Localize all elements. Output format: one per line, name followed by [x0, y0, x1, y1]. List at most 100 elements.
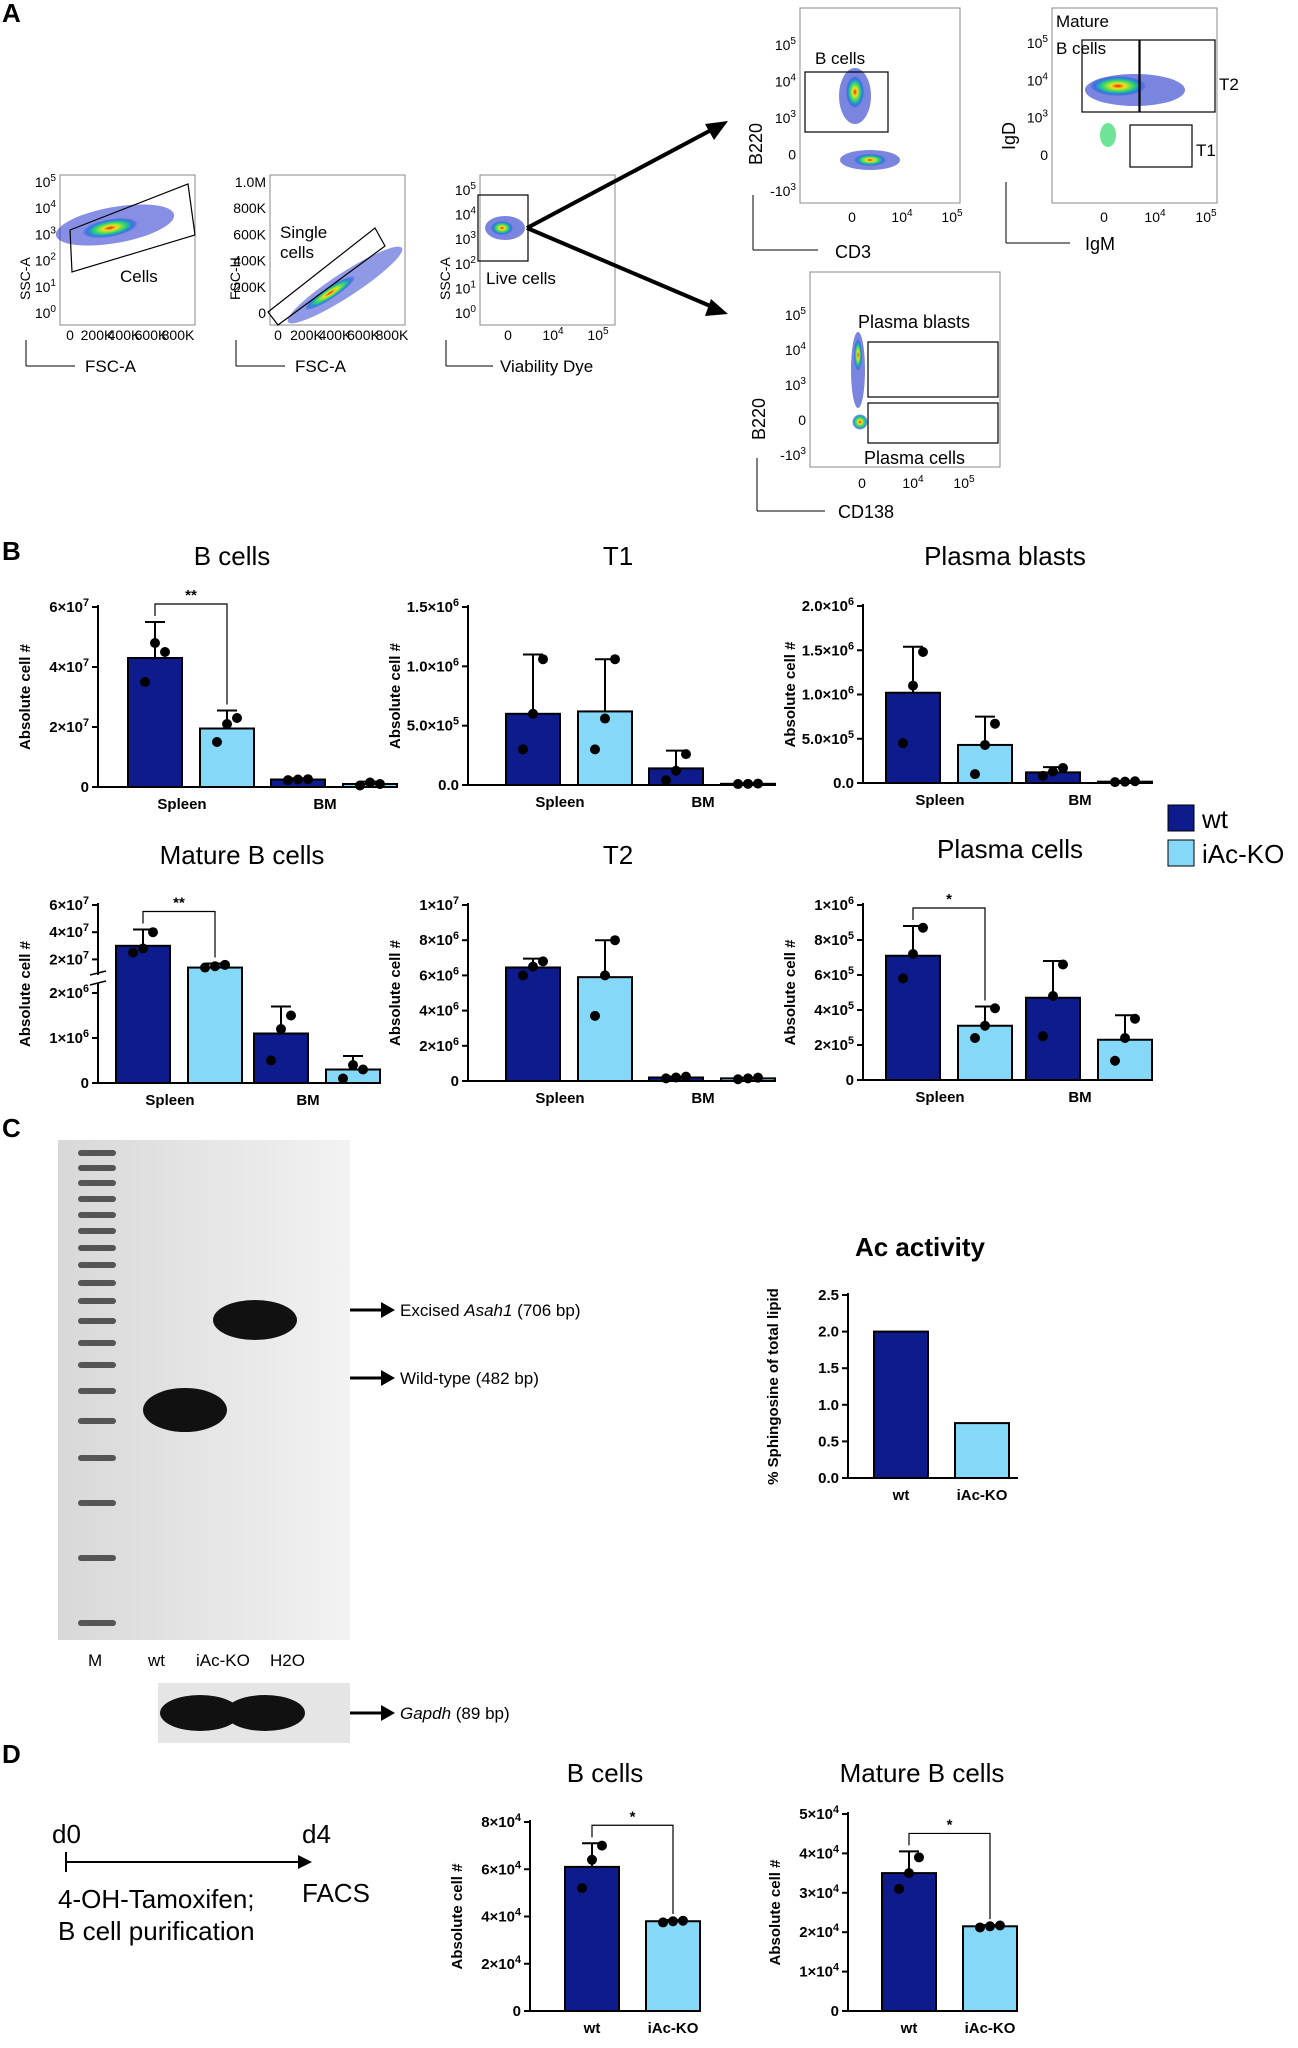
y-tick-label: 6×107 — [49, 597, 89, 616]
gel-lane-h2o: H2O — [270, 1651, 305, 1670]
chart-title: T1 — [603, 541, 633, 571]
y-tick-label: 5.0×105 — [802, 729, 854, 748]
panel-label-c: C — [2, 1113, 21, 1143]
y-axis-label: Absolute cell # — [387, 642, 404, 749]
y-axis-label: Absolute cell # — [782, 939, 799, 1046]
data-point — [610, 654, 620, 665]
flow2-xlabel: FSC-A — [295, 357, 347, 376]
gel-band-wt — [143, 1388, 227, 1432]
flow2-yticks: 1.0M 800K 600K 400K 200K 0 — [233, 174, 266, 321]
data-point — [1110, 777, 1120, 788]
flow4-xticks: 0 104 105 — [848, 208, 963, 225]
ladder-band — [78, 1455, 116, 1461]
chart-title: Mature B cells — [840, 1758, 1005, 1788]
significance-bracket — [142, 910, 216, 958]
flow-tick-label: 0 — [788, 147, 796, 163]
ladder-band — [78, 1388, 116, 1394]
flow-tick-label: 0 — [66, 327, 74, 343]
flow5-yticks: 105 104 103 0 — [1027, 34, 1049, 163]
flow-tick-label: 105 — [775, 36, 797, 53]
flow1-yticks: 105 104 103 102 101 100 — [35, 173, 57, 321]
flow5-ylabel: IgD — [999, 122, 1019, 150]
data-point — [150, 638, 160, 648]
x-category-label: wt — [583, 2020, 601, 2037]
y-tick-label: 0.0 — [833, 775, 854, 792]
bar-wt — [127, 657, 183, 788]
flow-tick-label: 103 — [1027, 109, 1049, 126]
data-point — [212, 737, 222, 747]
band-label-wildtype: Wild-type (482 bp) — [400, 1369, 539, 1388]
gapdh-band-ko — [225, 1695, 305, 1731]
chart-title: B cells — [194, 541, 271, 571]
flow-tick-label: 800K — [233, 200, 266, 216]
flow1-ylabel: SSC-A — [17, 257, 33, 300]
data-point — [914, 1852, 924, 1863]
flow3-xticks: 0 104 105 — [504, 326, 609, 343]
flow-tick-label: 102 — [35, 252, 57, 269]
flow-plot-live-cells: Live cells SSC-A Viability Dye 105 104 103… — [437, 174, 616, 376]
chart-title: T2 — [603, 840, 633, 870]
data-point — [733, 1074, 743, 1085]
chart-title: Plasma blasts — [924, 541, 1086, 571]
data-point — [600, 713, 610, 724]
x-category-label: BM — [296, 1092, 319, 1109]
flow-tick-label: 200K — [81, 327, 114, 343]
flow-tick-label: 105 — [587, 326, 609, 343]
data-point — [518, 970, 528, 981]
bar-wt — [881, 1872, 937, 2012]
y-tick-label: 0.5 — [818, 1433, 839, 1450]
gel-lane-m: M — [88, 1651, 102, 1670]
chart-dmb: Mature B cells 0 1×104 2×104 3×104 4×104 5×104… — [767, 1758, 1018, 2037]
x-category-label: Spleen — [535, 1090, 584, 1107]
flow-tick-label: 0 — [1040, 147, 1048, 163]
chart-pc: Plasma cells 0 2×105 4×105 6×105 8×105 1×106 Ab… — [782, 834, 1153, 1106]
data-point — [293, 774, 303, 785]
data-point — [918, 922, 928, 933]
ladder-band — [78, 1340, 116, 1346]
flow5-xlabel: IgM — [1085, 234, 1115, 254]
flow-tick-label: 102 — [455, 255, 477, 272]
y-tick-label: 0 — [81, 779, 89, 796]
x-category-label: Spleen — [145, 1092, 194, 1109]
timeline-purification: B cell purification — [58, 1916, 255, 1946]
bar-ko — [957, 743, 1013, 785]
significance-label: * — [947, 1816, 953, 1833]
y-tick-label: 1×106 — [814, 895, 854, 914]
flow-plot-b-cells: B cells B220 CD3 105 104 103 0 -103 0 104 105 — [746, 7, 963, 262]
significance-bracket — [908, 1832, 991, 1920]
flow-tick-label: 105 — [1027, 34, 1049, 51]
y-tick-label: 6×105 — [814, 965, 854, 984]
chart-b: B cells 0 2×107 4×107 6×107 Absolute cell # Sp… — [17, 541, 398, 813]
flow-plot-plasma: Plasma blasts Plasma cells B220 CD138 10… — [749, 271, 1001, 522]
y-tick-label: 2×106 — [419, 1036, 459, 1055]
data-point — [985, 1921, 995, 1932]
y-tick-label: 0 — [451, 1073, 459, 1090]
data-point — [266, 1055, 276, 1066]
y-tick-label: 8×106 — [419, 930, 459, 949]
y-tick-label: 1.5 — [818, 1360, 839, 1377]
data-point — [1110, 1055, 1120, 1066]
y-tick-label: 1.0 — [818, 1397, 839, 1414]
gel-band-ko — [213, 1300, 297, 1340]
y-tick-label: 2×105 — [814, 1035, 854, 1054]
data-point — [138, 943, 148, 954]
ladder-band — [78, 1165, 116, 1171]
bar-wt — [873, 1330, 929, 1479]
y-tick-label: 1.0×106 — [407, 656, 459, 675]
y-axis-label: Absolute cell # — [449, 1863, 466, 1970]
data-point — [587, 1854, 597, 1865]
y-tick-label: 0 — [846, 1072, 854, 1089]
bar-iAc-KO — [954, 1422, 1010, 1479]
y-tick-label: 1.0×106 — [802, 685, 854, 704]
data-point — [918, 647, 928, 658]
flow5-xticks: 0 104 105 — [1100, 208, 1217, 225]
data-point — [160, 647, 170, 657]
y-tick-label: 1.5×106 — [802, 640, 854, 659]
data-point — [668, 1916, 678, 1927]
bar-wt — [1025, 996, 1081, 1081]
y-tick-label: 4×104 — [481, 1907, 521, 1926]
ladder-band — [78, 1280, 116, 1286]
flow-tick-label: 100 — [455, 304, 477, 321]
band-label-gapdh: Gapdh (89 bp) — [400, 1704, 510, 1723]
y-tick-label: 1.5×106 — [407, 597, 459, 616]
